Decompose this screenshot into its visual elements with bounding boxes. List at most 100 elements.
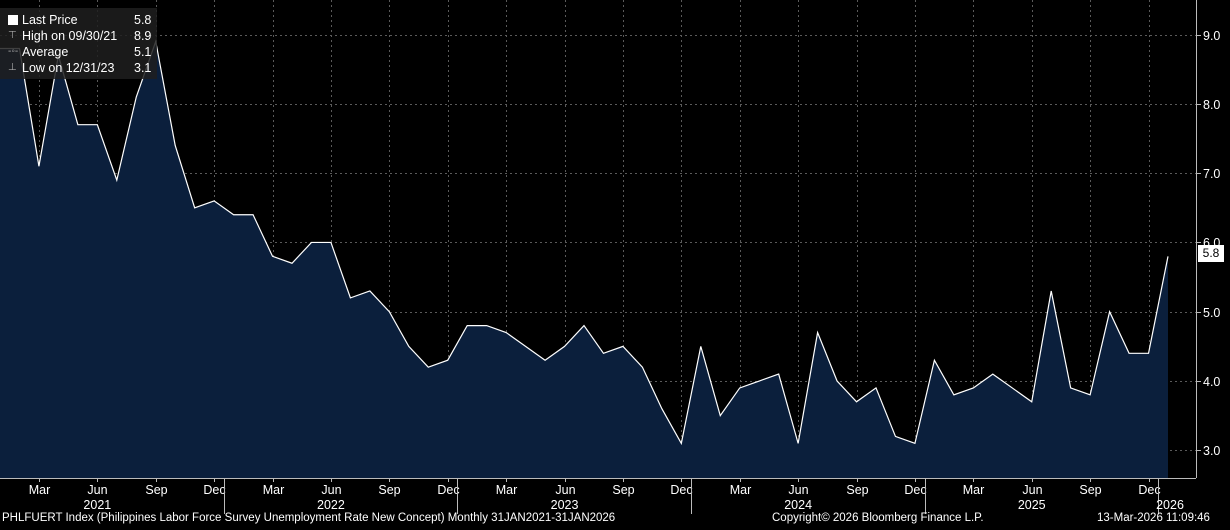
- data-point: [174, 144, 176, 146]
- series-area-fill: [0, 41, 1168, 478]
- data-point: [1031, 401, 1033, 403]
- legend-label: Average: [22, 45, 69, 59]
- x-month-label: Sep: [846, 483, 868, 497]
- data-point: [933, 359, 935, 361]
- legend-value: 8.9: [134, 29, 152, 43]
- data-point: [1050, 290, 1052, 292]
- data-point: [388, 311, 390, 313]
- data-point: [739, 387, 741, 389]
- legend-label: High on 09/30/21: [22, 29, 118, 43]
- x-year-label: 2025: [1018, 498, 1046, 512]
- data-point: [914, 442, 916, 444]
- data-point: [758, 380, 760, 382]
- y-tick-label: 9.0: [1203, 29, 1220, 43]
- footer-copyright: Copyright© 2026 Bloomberg Finance L.P.: [772, 512, 984, 524]
- footer-index-description: PHLFUERT Index (Philippines Labor Force …: [2, 512, 616, 524]
- data-point: [1011, 387, 1013, 389]
- x-year-label: 2023: [551, 498, 579, 512]
- data-point: [700, 345, 702, 347]
- data-point: [602, 352, 604, 354]
- data-point: [1109, 311, 1111, 313]
- data-point: [330, 241, 332, 243]
- data-point: [310, 241, 312, 243]
- legend-item-high: ⊤ High on 09/30/21 8.9: [8, 28, 151, 44]
- legend-item-last-price: Last Price 5.8: [8, 12, 151, 28]
- data-point: [194, 207, 196, 209]
- data-point: [836, 380, 838, 382]
- x-month-label: Dec: [670, 483, 692, 497]
- data-point: [466, 325, 468, 327]
- data-point: [38, 165, 40, 167]
- data-point: [875, 387, 877, 389]
- data-point: [583, 325, 585, 327]
- legend-value: 5.1: [134, 45, 152, 59]
- data-point: [77, 124, 79, 126]
- x-month-label: Mar: [496, 483, 518, 497]
- x-month-label: Mar: [29, 483, 51, 497]
- data-point: [1070, 387, 1072, 389]
- y-tick-label: 3.0: [1203, 444, 1220, 458]
- y-tick-label: 4.0: [1203, 375, 1220, 389]
- footer-timestamp: 13-Mar-2026 11:09:46: [1097, 512, 1210, 524]
- x-month-label: Dec: [1138, 483, 1160, 497]
- x-month-label: Jun: [788, 483, 808, 497]
- data-point: [447, 359, 449, 361]
- data-point: [972, 387, 974, 389]
- data-point: [116, 179, 118, 181]
- average-marker-icon: -◦-: [8, 46, 19, 57]
- x-month-label: Jun: [555, 483, 575, 497]
- legend-value: 5.8: [134, 13, 152, 27]
- data-point: [369, 290, 371, 292]
- data-point: [894, 435, 896, 437]
- data-point: [564, 345, 566, 347]
- legend-item-low: ⊥ Low on 12/31/23 3.1: [8, 60, 151, 76]
- data-point: [408, 345, 410, 347]
- data-point: [719, 415, 721, 417]
- x-month-label: Sep: [612, 483, 634, 497]
- data-point: [953, 394, 955, 396]
- data-point: [544, 359, 546, 361]
- data-point: [797, 442, 799, 444]
- x-month-label: Jun: [87, 483, 107, 497]
- x-month-label: Jun: [1022, 483, 1042, 497]
- data-point: [817, 332, 819, 334]
- data-point: [641, 366, 643, 368]
- x-month-label: Dec: [437, 483, 459, 497]
- data-point: [1167, 255, 1169, 257]
- data-point: [96, 124, 98, 126]
- x-month-label: Dec: [203, 483, 225, 497]
- x-year-label: 2024: [784, 498, 812, 512]
- data-point: [291, 262, 293, 264]
- data-point: [349, 297, 351, 299]
- data-point: [622, 345, 624, 347]
- x-month-label: Sep: [1079, 483, 1101, 497]
- x-year-label: 2022: [317, 498, 345, 512]
- y-axis: 3.04.05.06.07.08.09.0: [1196, 29, 1220, 458]
- legend-item-average: -◦- Average 5.1: [8, 44, 151, 60]
- high-marker-icon: ⊤: [8, 30, 17, 41]
- data-point: [1128, 352, 1130, 354]
- x-month-label: Mar: [263, 483, 285, 497]
- data-point: [856, 401, 858, 403]
- last-price-badge: 5.8: [1198, 245, 1224, 262]
- data-point: [213, 200, 215, 202]
- data-point: [661, 408, 663, 410]
- x-month-label: Dec: [904, 483, 926, 497]
- data-point: [1148, 352, 1150, 354]
- x-axis: Mar Jun Sep Dec Mar Jun Sep Dec Mar Jun Sep Dec Mar J…: [29, 478, 1184, 514]
- square-icon: [8, 15, 18, 25]
- x-month-label: Sep: [145, 483, 167, 497]
- x-month-label: Mar: [963, 483, 985, 497]
- x-month-label: Sep: [378, 483, 400, 497]
- y-tick-label: 8.0: [1203, 98, 1220, 112]
- data-point: [1089, 394, 1091, 396]
- low-marker-icon: ⊥: [8, 62, 17, 73]
- chart-legend: Last Price 5.8 ⊤ High on 09/30/21 8.9 -◦…: [0, 8, 158, 79]
- data-point: [272, 255, 274, 257]
- data-point: [680, 442, 682, 444]
- data-point: [252, 214, 254, 216]
- data-point: [135, 96, 137, 98]
- x-year-label: 2026: [1156, 498, 1184, 512]
- legend-value: 3.1: [134, 61, 152, 75]
- data-point: [427, 366, 429, 368]
